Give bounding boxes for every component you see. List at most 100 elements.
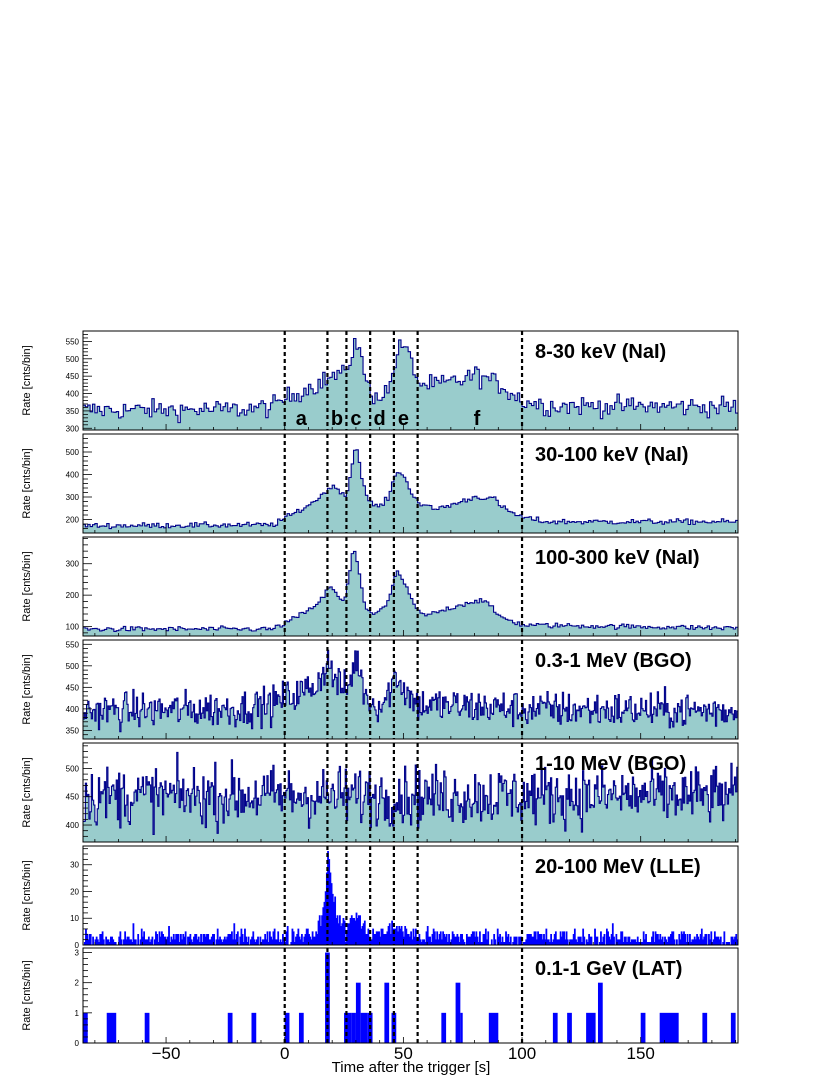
interval-label-a: a <box>296 408 308 430</box>
panel-plot-area <box>83 851 738 945</box>
event-bar <box>106 1012 117 1043</box>
histogram-line <box>83 751 738 836</box>
panel-frame <box>82 947 739 1044</box>
event-bar <box>597 982 603 1043</box>
event-bar <box>441 1012 447 1043</box>
panel-plot-area <box>83 449 738 533</box>
panel-frame <box>82 742 739 843</box>
y-tick-label: 450 <box>66 372 80 381</box>
y-tick-label: 300 <box>66 560 80 569</box>
panel-plot-area <box>83 550 738 636</box>
panel-energy-label: 100-300 keV (NaI) <box>535 547 700 569</box>
y-tick-label: 500 <box>66 662 80 671</box>
event-bar <box>460 1012 463 1043</box>
panel-plot-area <box>83 337 738 430</box>
panel-2: 100 200 300 Rate [cnts/bin] 100-300 keV (NaI… <box>21 536 739 637</box>
x-axis-title: Time after the trigger [s] <box>332 1059 491 1075</box>
y-axis-title: Rate [cnts/bin] <box>21 654 33 724</box>
histogram-line <box>83 649 738 733</box>
y-tick-label: 500 <box>66 764 80 773</box>
panel-frame <box>82 330 739 431</box>
y-tick-label: 30 <box>70 861 79 870</box>
y-tick-label: 350 <box>66 407 80 416</box>
event-bar <box>640 1012 646 1043</box>
histogram-fill <box>83 752 738 842</box>
event-bar <box>455 982 461 1043</box>
interval-label-c: c <box>350 408 361 430</box>
event-bar <box>351 1012 356 1043</box>
y-axis-title: Rate [cnts/bin] <box>21 960 33 1030</box>
y-axis-title: Rate [cnts/bin] <box>21 345 33 415</box>
y-tick-label: 300 <box>66 493 80 502</box>
panel-plot-area <box>83 952 736 1043</box>
interval-label-f: f <box>474 408 481 430</box>
y-tick-label: 400 <box>66 390 80 399</box>
panel-3: 350 400 450 500 550 Rate [cnts/bin] 0.3-1 MeV … <box>21 639 739 740</box>
y-tick-label: 500 <box>66 355 80 364</box>
panel-frame <box>82 536 739 637</box>
panel-5: 0 10 20 30 Rate [cnts/bin] 20-100 MeV (LLE) <box>21 845 739 950</box>
y-tick-label: 1 <box>75 1009 80 1018</box>
y-axis-title: Rate [cnts/bin] <box>21 860 33 930</box>
event-bar <box>144 1012 150 1043</box>
y-tick-label: 450 <box>66 683 80 692</box>
y-tick-label: 400 <box>66 705 80 714</box>
panel-plot-area <box>83 751 738 842</box>
y-tick-label: 0 <box>75 941 80 950</box>
event-bar <box>355 982 361 1043</box>
x-tick-label: 150 <box>627 1044 655 1063</box>
y-tick-label: 400 <box>66 821 80 830</box>
y-axis-title: Rate [cnts/bin] <box>21 448 33 518</box>
event-bar <box>702 1012 708 1043</box>
event-bar <box>83 1012 88 1043</box>
interval-label-e: e <box>398 408 409 430</box>
panel-energy-label: 0.1-1 GeV (LAT) <box>535 958 682 980</box>
event-bar <box>488 1012 499 1043</box>
event-bar <box>586 1012 596 1043</box>
y-tick-label: 550 <box>66 640 80 649</box>
panel-energy-label: 30-100 keV (NaI) <box>535 444 688 466</box>
y-tick-label: 450 <box>66 793 80 802</box>
event-bar <box>344 1012 352 1043</box>
event-bar <box>552 1012 558 1043</box>
event-bar <box>360 1012 368 1043</box>
panel-1: 200 300 400 500 Rate [cnts/bin] 30-100 keV (N… <box>21 433 739 534</box>
y-tick-label: 350 <box>66 726 80 735</box>
event-bar <box>251 1012 257 1043</box>
y-tick-label: 3 <box>75 949 80 958</box>
panel-4: 400 450 500 Rate [cnts/bin] 1-10 MeV (BGO) <box>21 742 739 843</box>
y-tick-label: 2 <box>75 979 80 988</box>
histogram-line <box>83 550 738 632</box>
y-axis-title: Rate [cnts/bin] <box>21 551 33 621</box>
interval-label-d: d <box>374 408 386 430</box>
panel-energy-label: 1-10 MeV (BGO) <box>535 753 686 775</box>
interval-label-b: b <box>331 408 343 430</box>
panel-energy-label: 0.3-1 MeV (BGO) <box>535 650 692 672</box>
y-tick-label: 500 <box>66 448 80 457</box>
event-bar <box>659 1012 679 1043</box>
y-tick-label: 200 <box>66 516 80 525</box>
event-bar <box>227 1012 233 1043</box>
event-bar <box>298 1012 304 1043</box>
panel-plot-area <box>83 649 738 739</box>
y-tick-label: 200 <box>66 591 80 600</box>
y-axis-title: Rate [cnts/bin] <box>21 757 33 827</box>
x-tick-label: −50 <box>152 1044 181 1063</box>
y-tick-label: 550 <box>66 337 80 346</box>
panel-6: 0 1 2 3 Rate [cnts/bin] 0.1-1 GeV (LAT) <box>21 947 739 1048</box>
panel-energy-label: 20-100 MeV (LLE) <box>535 856 701 878</box>
y-tick-label: 0 <box>75 1039 80 1048</box>
y-tick-label: 10 <box>70 914 79 923</box>
y-tick-label: 300 <box>66 424 80 433</box>
panel-0: 300 350 400 450 500 550 Rate [cnts/bin] 8-30 ke… <box>21 330 739 433</box>
x-tick-label: 100 <box>508 1044 536 1063</box>
histogram-line <box>83 337 738 424</box>
panel-frame <box>82 845 739 946</box>
panel-energy-label: 8-30 keV (NaI) <box>535 341 666 363</box>
y-tick-label: 20 <box>70 887 79 896</box>
y-tick-label: 100 <box>66 623 80 632</box>
histogram-bars <box>83 851 738 945</box>
x-tick-label: 0 <box>280 1044 289 1063</box>
